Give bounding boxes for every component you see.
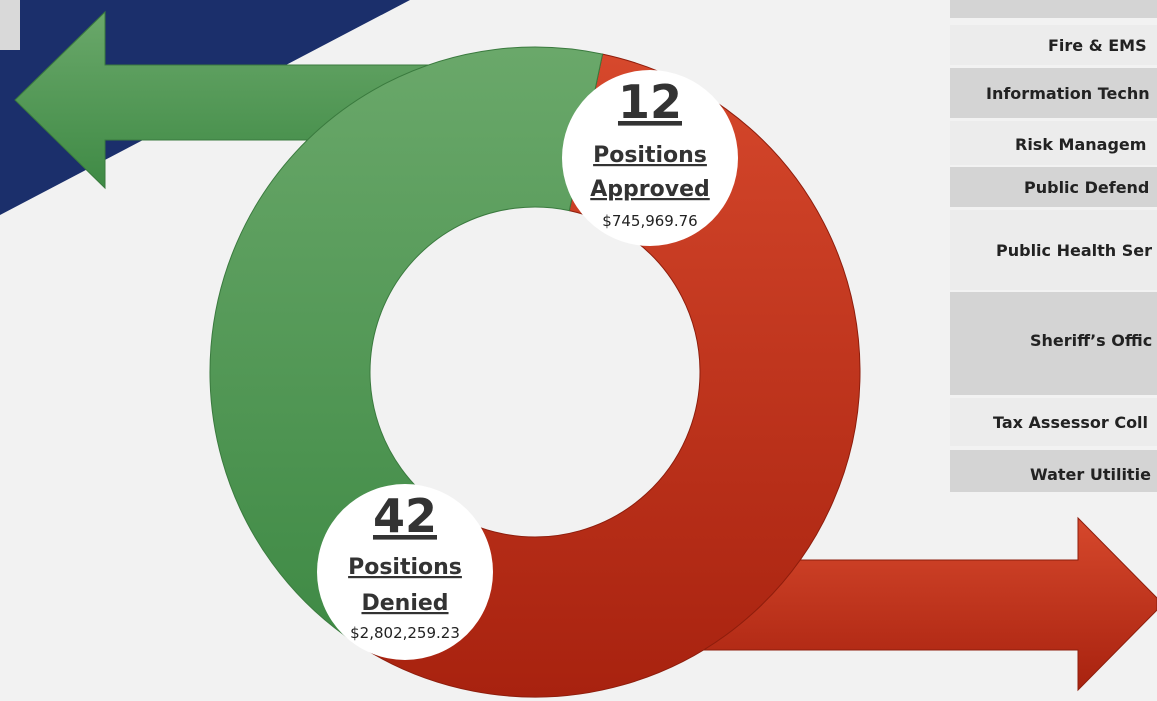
approved-label: Approved	[590, 177, 710, 202]
department: Tax Assessor Coll	[993, 413, 1148, 432]
department: Sheriff’s Offic	[1030, 331, 1152, 350]
body: {"approved": {"count": "12", "line1": "P…	[0, 0, 1157, 701]
approved-amount: $745,969.76	[602, 212, 697, 230]
denied-label: Positions	[348, 555, 462, 580]
approved-badge: 12 Positions Approved $745,969.76	[562, 70, 738, 246]
department: Public Health Ser	[996, 241, 1152, 260]
infographic: Fire & EMS Information Techn Risk Manage…	[0, 0, 1157, 701]
department-table: Fire & EMS Information Techn Risk Manage…	[950, 0, 1157, 492]
denied-amount: $2,802,259.23	[350, 624, 460, 642]
table-row	[950, 0, 1157, 18]
approved-label: Positions	[593, 143, 707, 168]
department: Public Defend	[1024, 178, 1149, 197]
department: Risk Managem	[1015, 135, 1146, 154]
department: Water Utilitie	[1030, 465, 1151, 484]
denied-badge: 42 Positions Denied $2,802,259.23	[317, 484, 493, 660]
approved-count: 12	[618, 75, 682, 129]
denied-count: 42	[373, 489, 437, 543]
page: html, body { margin: 0; padding: 0; widt…	[0, 0, 1157, 701]
corner-cell	[0, 0, 20, 50]
department: Information Techn	[986, 84, 1150, 103]
department: Fire & EMS	[1048, 36, 1147, 55]
denied-label: Denied	[361, 591, 448, 616]
